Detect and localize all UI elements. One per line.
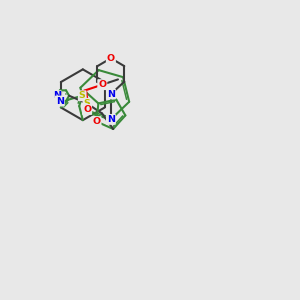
- Text: O: O: [92, 117, 101, 126]
- Text: O: O: [83, 105, 91, 114]
- Text: O: O: [98, 80, 106, 89]
- Text: N: N: [53, 91, 61, 100]
- Text: S: S: [79, 91, 86, 100]
- Text: O: O: [107, 54, 115, 63]
- Text: S: S: [83, 99, 90, 108]
- Text: N: N: [107, 115, 115, 124]
- Text: N: N: [56, 97, 64, 106]
- Text: N: N: [107, 89, 115, 98]
